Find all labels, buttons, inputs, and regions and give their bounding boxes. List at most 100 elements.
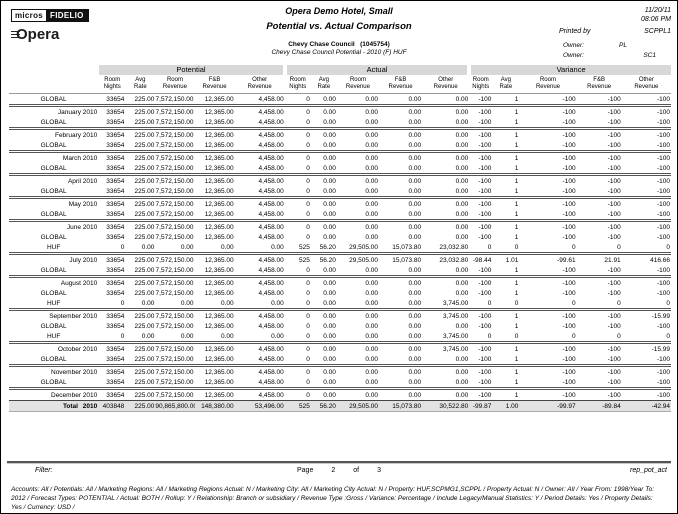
value-cell: 0.00	[365, 165, 378, 172]
table-row-global: GLOBAL 33654 225.00 7,572,150.00 12,365.00 4,…	[9, 140, 671, 152]
row-label: GLOBAL	[40, 96, 67, 103]
value-cell: -15.99	[621, 308, 671, 321]
value-cell: 12,365.00	[204, 356, 234, 363]
column-header: Room Nights	[103, 77, 121, 90]
value-cell: -100	[621, 104, 671, 117]
value-cell: 1	[514, 234, 519, 241]
value-cell: 7,572,150.00	[155, 356, 194, 363]
value-cell: 56.20	[310, 252, 337, 265]
value-cell: 53,496.00	[234, 400, 285, 412]
value-cell: 7,572,150.00	[155, 142, 194, 149]
table-row-global: GLOBAL 33654 225.00 7,572,150.00 12,365.00 4,…	[9, 163, 671, 175]
value-cell: -100	[469, 275, 493, 288]
value-cell: 225.00	[125, 275, 156, 288]
value-cell: 0.00	[336, 104, 379, 117]
value-cell: 225.00	[134, 165, 155, 172]
value-cell: 21.91	[576, 252, 622, 265]
value-cell: -100	[607, 96, 621, 103]
value-cell: 12,365.00	[204, 234, 234, 241]
value-cell: -15.99	[621, 341, 671, 354]
table-row-may-2010: May 2010 33654 225.00 7,572,150.00 12,365.00…	[9, 196, 671, 209]
value-cell: 12,365.00	[204, 211, 234, 218]
column-header: Other Revenue	[247, 77, 272, 90]
value-cell: 12,365.00	[204, 290, 234, 297]
row-label: GLOBAL	[40, 290, 67, 297]
value-cell: 525	[284, 252, 311, 265]
value-cell: -100	[607, 234, 621, 241]
value-cell: 4,458.00	[258, 119, 284, 126]
value-cell: 12,365.00	[204, 379, 234, 386]
value-cell: 225.00	[125, 341, 156, 354]
value-cell: -100	[656, 379, 670, 386]
value-cell: 0	[120, 333, 125, 340]
value-cell: 0.00	[422, 173, 470, 186]
value-cell: 4,458.00	[258, 356, 284, 363]
comparison-table: Potential Actual Variance Room Nights Avg Ra…	[9, 65, 671, 412]
value-cell: 7,572,150.00	[155, 127, 195, 140]
opera-logo-o: O	[16, 26, 28, 43]
value-cell: -100	[621, 275, 671, 288]
value-cell: 0.00	[323, 142, 336, 149]
value-cell: 12,365.00	[204, 142, 234, 149]
value-cell: -100	[656, 323, 670, 330]
value-cell: -100	[562, 290, 576, 297]
table-row-september-2010: September 2010 33654 225.00 7,572,150.00 12,…	[9, 308, 671, 321]
value-cell: 7,572,150.00	[155, 150, 195, 163]
value-cell: 225.00	[125, 173, 156, 186]
value-cell: -100	[576, 127, 622, 140]
value-cell: -100	[607, 323, 621, 330]
value-cell: 0.00	[336, 275, 379, 288]
value-cell: -100	[562, 323, 576, 330]
table-row-january-2010: January 2010 33654 225.00 7,572,150.00 12,36…	[9, 104, 671, 117]
value-cell: -100	[469, 173, 493, 186]
value-cell: -100	[469, 219, 493, 232]
value-cell: 225.00	[125, 387, 156, 401]
value-cell: 29,505.00	[349, 244, 378, 251]
value-cell: 0.00	[336, 341, 379, 354]
value-cell: 225.00	[134, 323, 155, 330]
row-label: GLOBAL	[40, 356, 67, 363]
value-cell: 0.00	[408, 267, 422, 274]
value-cell: 1.01	[492, 252, 520, 265]
footer-divider	[7, 461, 671, 464]
value-cell: -100	[519, 150, 577, 163]
value-cell: 0.00	[271, 333, 284, 340]
value-cell: 0.00	[323, 234, 336, 241]
value-cell: 4,458.00	[258, 96, 284, 103]
value-cell: 7,572,150.00	[155, 173, 195, 186]
value-cell: 0.00	[365, 333, 378, 340]
value-cell: -100	[519, 387, 577, 401]
value-cell: 0.00	[422, 364, 470, 377]
table-row-global: GLOBAL 33654 225.00 7,572,150.00 12,365.00 4,…	[9, 232, 671, 242]
owner1-label: Owner:	[563, 42, 584, 49]
value-cell: 0.00	[408, 211, 422, 218]
value-cell: 0	[306, 333, 310, 340]
table-row-total-2010: Total 2010 403848 225.00 90,865,800.00 148,3…	[9, 400, 671, 412]
value-cell: 0	[487, 300, 492, 307]
value-cell: -100	[469, 104, 493, 117]
value-cell: 0	[617, 244, 621, 251]
value-cell: 0.00	[310, 341, 337, 354]
column-header: F&B Revenue	[202, 77, 227, 90]
value-cell: 0	[284, 127, 311, 140]
value-cell: 1	[514, 165, 519, 172]
value-cell: 0	[487, 244, 492, 251]
value-cell: 4,458.00	[234, 150, 285, 163]
value-cell: 225.00	[134, 211, 155, 218]
group-header-actual: Actual	[282, 65, 470, 75]
label-column-header	[9, 75, 99, 94]
value-cell: 33654	[106, 96, 125, 103]
value-cell: 0	[666, 244, 670, 251]
value-cell: -100	[656, 356, 670, 363]
value-cell: 148,380.00	[194, 400, 235, 412]
row-label: June 2010	[9, 219, 100, 232]
owner2-value: SC1	[643, 52, 656, 59]
value-cell: 0	[120, 300, 125, 307]
value-cell: -100	[562, 188, 576, 195]
page-total: 3	[377, 467, 381, 474]
row-label: HUF	[46, 244, 61, 251]
value-cell: -100	[656, 165, 670, 172]
value-cell: 7,572,150.00	[155, 267, 194, 274]
value-cell: 7,572,150.00	[155, 379, 194, 386]
value-cell: -100	[607, 165, 621, 172]
